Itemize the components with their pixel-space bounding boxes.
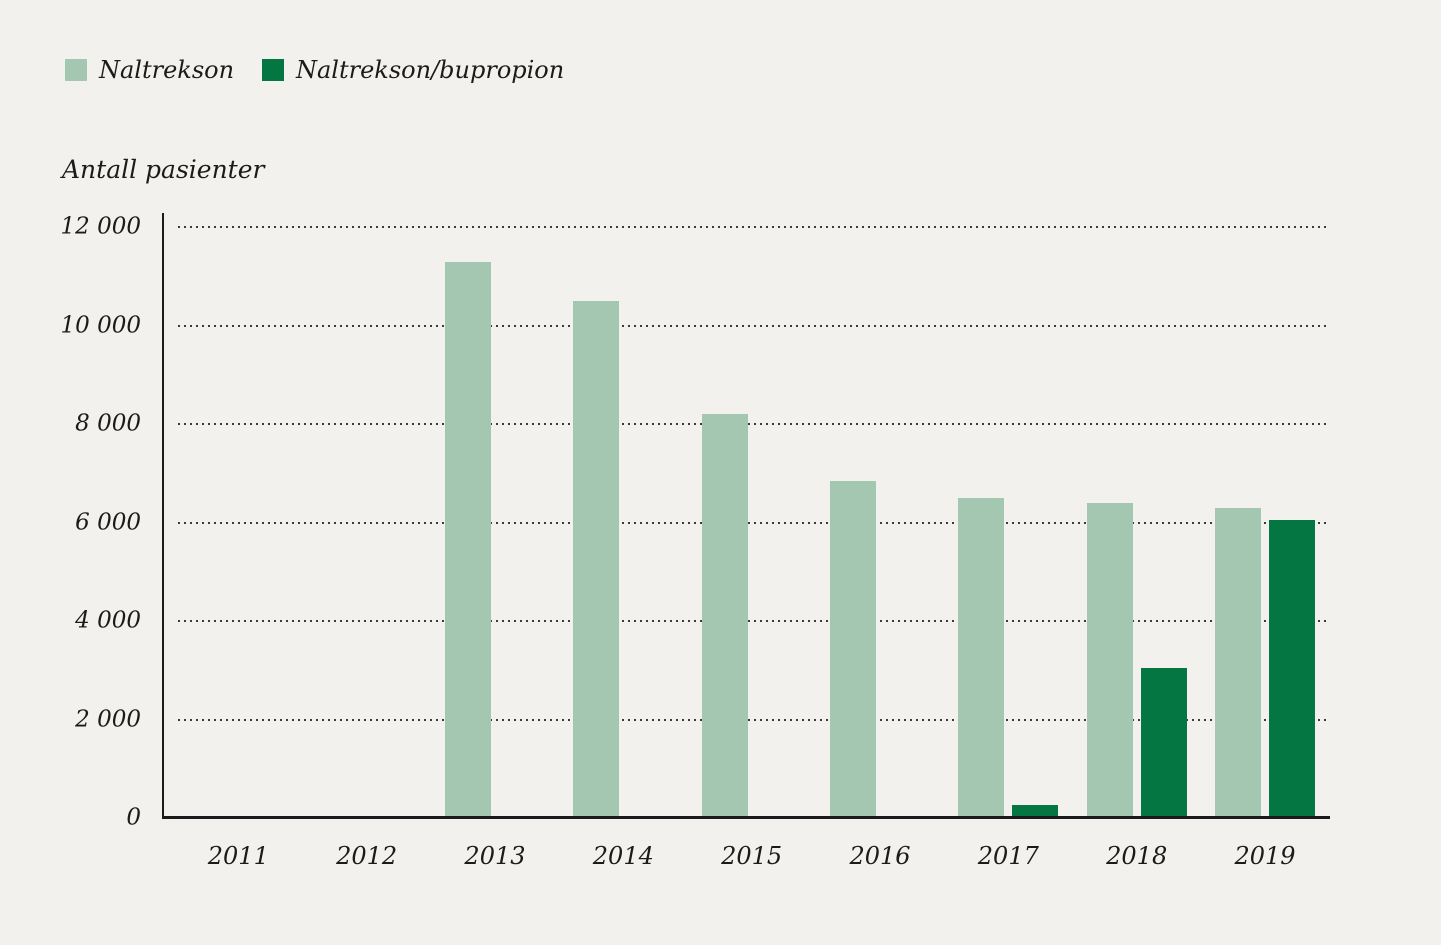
gridline-10000 xyxy=(178,324,1330,327)
bar-naltrekson-2019 xyxy=(1215,507,1262,818)
bar-naltrekson-2018 xyxy=(1086,503,1133,818)
y-axis-tick-label: 10 000 xyxy=(60,312,141,339)
y-axis-tick-label: 0 xyxy=(126,804,141,831)
gridline-12000 xyxy=(178,226,1330,229)
x-axis-tick-label-2015: 2015 xyxy=(721,842,783,870)
bar-naltrekson-bupropion-2019 xyxy=(1269,519,1316,818)
x-axis-tick-label-2019: 2019 xyxy=(1234,842,1296,870)
bar-naltrekson-bupropion-2017 xyxy=(1012,805,1059,818)
x-axis-tick-label-2017: 2017 xyxy=(977,842,1039,870)
bar-naltrekson-2013 xyxy=(444,261,491,818)
legend-label-naltrekson: Naltrekson xyxy=(99,56,235,84)
x-axis-tick-label-2016: 2016 xyxy=(849,842,911,870)
bar-naltrekson-bupropion-2018 xyxy=(1140,667,1187,818)
y-axis-line xyxy=(162,213,164,818)
gridline-8000 xyxy=(178,423,1330,426)
legend-item-naltrekson: Naltrekson xyxy=(65,56,235,84)
y-axis-title: Antall pasienter xyxy=(62,155,265,184)
bar-naltrekson-2015 xyxy=(701,414,748,818)
x-axis-tick-label-2012: 2012 xyxy=(336,842,398,870)
y-axis-tick-label: 4 000 xyxy=(75,607,141,634)
y-axis-tick-label: 12 000 xyxy=(60,213,141,240)
x-axis-tick-label-2014: 2014 xyxy=(592,842,654,870)
bar-naltrekson-2017 xyxy=(958,498,1005,818)
y-axis-tick-label: 2 000 xyxy=(75,706,141,733)
x-axis-tick-label-2013: 2013 xyxy=(464,842,526,870)
legend-item-naltrekson-bupropion: Naltrekson/bupropion xyxy=(262,56,565,84)
y-axis-tick-label: 8 000 xyxy=(75,410,141,437)
y-axis-tick-label: 6 000 xyxy=(75,509,141,536)
legend-swatch-naltrekson-icon xyxy=(65,59,87,81)
bar-naltrekson-2016 xyxy=(830,480,876,818)
gridline-2000 xyxy=(178,718,1330,721)
x-axis-tick-label-2011: 2011 xyxy=(207,842,269,870)
legend-label-naltrekson-bupropion: Naltrekson/bupropion xyxy=(296,56,565,84)
x-axis-tick-label-2018: 2018 xyxy=(1106,842,1168,870)
x-axis-line xyxy=(162,816,1330,819)
bar-naltrekson-2014 xyxy=(573,301,620,818)
legend-swatch-naltrekson-bupropion-icon xyxy=(262,59,284,81)
gridline-4000 xyxy=(178,620,1330,623)
gridline-6000 xyxy=(178,521,1330,524)
